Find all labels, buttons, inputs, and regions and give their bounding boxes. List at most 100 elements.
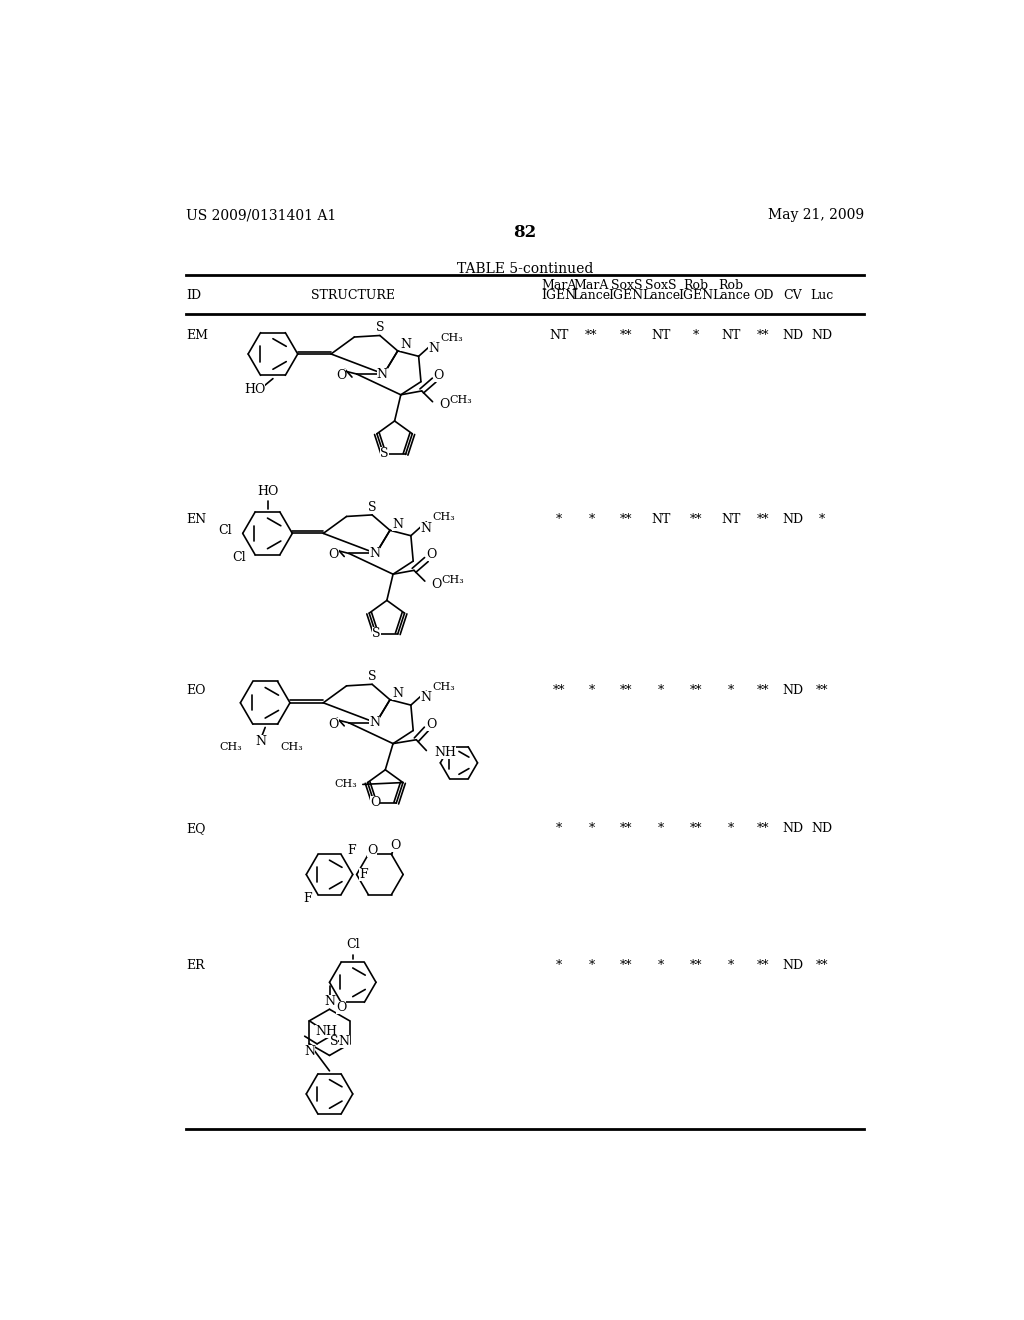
Text: N: N [420, 521, 431, 535]
Text: IGEN: IGEN [542, 289, 577, 302]
Text: **: ** [621, 684, 633, 697]
Text: **: ** [758, 684, 770, 697]
Text: N: N [428, 342, 439, 355]
Text: CH₃: CH₃ [335, 779, 357, 789]
Text: O: O [390, 838, 400, 851]
Text: NT: NT [721, 512, 740, 525]
Text: IGEN: IGEN [608, 289, 644, 302]
Text: S: S [376, 321, 384, 334]
Text: CH₃: CH₃ [432, 681, 456, 692]
Text: O: O [336, 370, 346, 381]
Text: SoxS: SoxS [610, 280, 642, 292]
Text: IGEN: IGEN [679, 289, 714, 302]
Text: *: * [728, 960, 734, 973]
Text: *: * [728, 822, 734, 836]
Text: **: ** [690, 822, 702, 836]
Text: *: * [693, 330, 699, 342]
Text: *: * [728, 684, 734, 697]
Text: **: ** [621, 330, 633, 342]
Text: N: N [324, 995, 335, 1008]
Text: **: ** [816, 960, 828, 973]
Text: CH₃: CH₃ [450, 395, 472, 405]
Text: ND: ND [782, 330, 804, 342]
Text: NT: NT [721, 330, 740, 342]
Text: **: ** [690, 960, 702, 973]
Text: 82: 82 [513, 224, 537, 240]
Text: Rob: Rob [719, 280, 743, 292]
Text: NH: NH [315, 1026, 338, 1038]
Text: N: N [392, 517, 403, 531]
Text: *: * [589, 822, 595, 836]
Text: **: ** [758, 822, 770, 836]
Text: Lance: Lance [642, 289, 680, 302]
Text: N: N [304, 1045, 314, 1059]
Text: *: * [658, 822, 665, 836]
Text: *: * [556, 960, 562, 973]
Text: Lance: Lance [712, 289, 750, 302]
Text: NH: NH [434, 746, 456, 759]
Text: **: ** [585, 330, 598, 342]
Text: **: ** [816, 684, 828, 697]
Text: N: N [377, 367, 388, 380]
Text: F: F [359, 869, 368, 880]
Text: ER: ER [186, 960, 205, 973]
Text: *: * [589, 512, 595, 525]
Text: HO: HO [257, 484, 279, 498]
Text: **: ** [621, 512, 633, 525]
Text: F: F [347, 845, 356, 857]
Text: O: O [336, 1001, 346, 1014]
Text: ND: ND [782, 822, 804, 836]
Text: Cl: Cl [218, 524, 231, 537]
Text: **: ** [758, 512, 770, 525]
Text: **: ** [758, 330, 770, 342]
Text: O: O [433, 370, 444, 381]
Text: STRUCTURE: STRUCTURE [310, 289, 394, 302]
Text: TABLE 5-continued: TABLE 5-continued [457, 263, 593, 276]
Text: S: S [368, 671, 377, 684]
Text: N: N [369, 717, 380, 730]
Text: OD: OD [754, 289, 774, 302]
Text: *: * [589, 960, 595, 973]
Text: O: O [367, 845, 377, 857]
Text: CH₃: CH₃ [442, 574, 465, 585]
Text: *: * [658, 960, 665, 973]
Text: **: ** [690, 512, 702, 525]
Text: O: O [328, 718, 339, 731]
Text: S: S [368, 500, 377, 513]
Text: US 2009/0131401 A1: US 2009/0131401 A1 [186, 209, 336, 223]
Text: ND: ND [782, 684, 804, 697]
Text: May 21, 2009: May 21, 2009 [768, 209, 864, 223]
Text: CH₃: CH₃ [432, 512, 456, 523]
Text: N: N [400, 338, 411, 351]
Text: ND: ND [782, 960, 804, 973]
Text: CH₃: CH₃ [440, 333, 463, 343]
Text: Cl: Cl [346, 939, 359, 952]
Text: O: O [426, 548, 436, 561]
Text: HO: HO [244, 383, 265, 396]
Text: ND: ND [812, 822, 833, 836]
Text: S: S [330, 1035, 338, 1048]
Text: Lance: Lance [572, 289, 610, 302]
Text: Rob: Rob [683, 280, 709, 292]
Text: NT: NT [549, 330, 568, 342]
Text: SoxS: SoxS [645, 280, 677, 292]
Text: F: F [303, 892, 311, 904]
Text: **: ** [758, 960, 770, 973]
Text: **: ** [553, 684, 565, 697]
Text: *: * [819, 512, 825, 525]
Text: Luc: Luc [811, 289, 834, 302]
Text: S: S [373, 627, 381, 640]
Text: ND: ND [812, 330, 833, 342]
Text: N: N [420, 690, 431, 704]
Text: EO: EO [186, 684, 206, 697]
Text: CH₃: CH₃ [281, 742, 303, 752]
Text: CV: CV [783, 289, 802, 302]
Text: **: ** [621, 960, 633, 973]
Text: S: S [380, 447, 389, 461]
Text: **: ** [690, 684, 702, 697]
Text: O: O [438, 399, 450, 412]
Text: EM: EM [186, 330, 208, 342]
Text: NT: NT [651, 330, 671, 342]
Text: ID: ID [186, 289, 202, 302]
Text: Cl: Cl [232, 552, 246, 565]
